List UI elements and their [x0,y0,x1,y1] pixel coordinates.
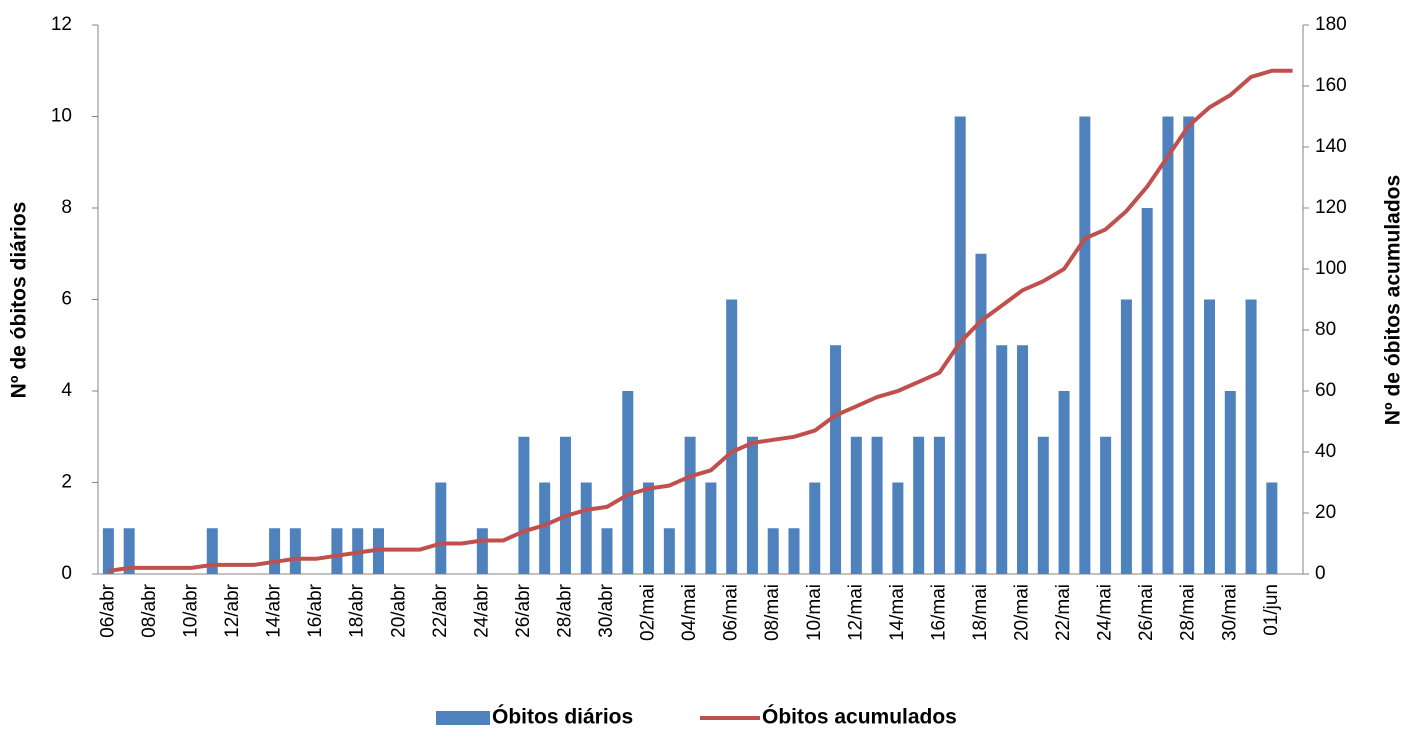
bar [1266,482,1278,574]
legend-label: Óbitos acumulados [762,705,957,729]
bar [1224,391,1236,574]
y2-tick-label: 140 [1315,136,1347,157]
bar [1183,116,1195,574]
x-tick-label: 28/abr [554,583,575,638]
y-tick-label: 12 [51,14,72,35]
x-tick-label: 30/mai [1219,584,1240,641]
x-tick-label: 01/jun [1261,584,1282,636]
bar [435,482,447,574]
bar [809,482,821,574]
x-tick-label: 18/mai [970,584,991,641]
legend-label: Óbitos diários [492,705,633,729]
x-tick-label: 08/abr [139,583,160,638]
bar [705,482,717,574]
y2-tick-label: 120 [1315,197,1347,218]
bar [643,482,655,574]
x-tick-label: 12/mai [845,584,866,641]
y-tick-label: 10 [51,106,72,127]
bar [830,345,842,574]
bar [559,436,571,574]
bar [1037,436,1049,574]
bar [601,528,613,574]
bar [539,482,551,574]
bar [1245,299,1257,574]
y-tick-label: 8 [61,197,72,218]
bar [580,482,592,574]
x-tick-label: 12/abr [222,583,243,638]
y2-tick-label: 160 [1315,75,1347,96]
x-tick-label: 02/mai [638,584,659,641]
bar [871,436,883,574]
x-tick-label: 18/abr [347,583,368,638]
x-tick-label: 08/mai [762,584,783,641]
bar [269,528,281,574]
x-tick-label: 06/abr [97,583,118,638]
x-tick-label: 14/abr [264,583,285,638]
x-tick-label: 16/mai [928,584,949,641]
x-tick-label: 20/abr [388,583,409,638]
x-tick-label: 22/abr [430,583,451,638]
x-tick-label: 24/mai [1095,584,1116,641]
x-tick-label: 10/mai [804,584,825,641]
bar [123,528,135,574]
y2-tick-label: 180 [1315,14,1347,35]
y-tick-label: 4 [61,380,72,401]
y-axis-title: Nº de óbitos diários [8,202,31,399]
x-tick-label: 20/mai [1012,584,1033,641]
bar [289,528,301,574]
bar [1204,299,1216,574]
bar [331,528,343,574]
bar [913,436,925,574]
bar [476,528,488,574]
bar [1079,116,1091,574]
bar [206,528,218,574]
bar [622,391,634,574]
y2-tick-label: 20 [1315,502,1336,523]
bar [684,436,696,574]
y2-tick-label: 80 [1315,319,1336,340]
x-tick-label: 22/mai [1053,584,1074,641]
y-tick-label: 6 [61,289,72,310]
bar [996,345,1008,574]
x-tick-label: 06/mai [721,584,742,641]
y2-tick-label: 100 [1315,258,1347,279]
bar [850,436,862,574]
bar [1100,436,1112,574]
x-tick-label: 10/abr [181,583,202,638]
x-tick-label: 04/mai [679,584,700,641]
y2-tick-label: 60 [1315,380,1336,401]
bar [1017,345,1029,574]
x-tick-label: 30/abr [596,583,617,638]
x-tick-label: 14/mai [887,584,908,641]
bar [746,436,758,574]
y2-tick-label: 40 [1315,441,1336,462]
bar [933,436,945,574]
bar [892,482,904,574]
bar [1120,299,1132,574]
x-tick-label: 26/mai [1136,584,1157,641]
bar [726,299,738,574]
bar [767,528,779,574]
x-tick-label: 26/abr [513,583,534,638]
x-tick-label: 16/abr [305,583,326,638]
bar [975,253,987,574]
bar [1141,208,1153,574]
bar [1058,391,1070,574]
y2-tick-label: 0 [1315,563,1326,584]
x-tick-label: 24/abr [471,583,492,638]
y-tick-label: 2 [61,472,72,493]
bar [102,528,114,574]
line [108,68,1293,573]
bar [518,436,530,574]
y2-axis-title: Nº de óbitos acumulados [1382,175,1405,425]
y-tick-label: 0 [61,563,72,584]
bar [788,528,800,574]
bar [663,528,675,574]
bar [1162,116,1174,574]
legend-swatch [436,711,490,725]
x-tick-label: 28/mai [1178,584,1199,641]
